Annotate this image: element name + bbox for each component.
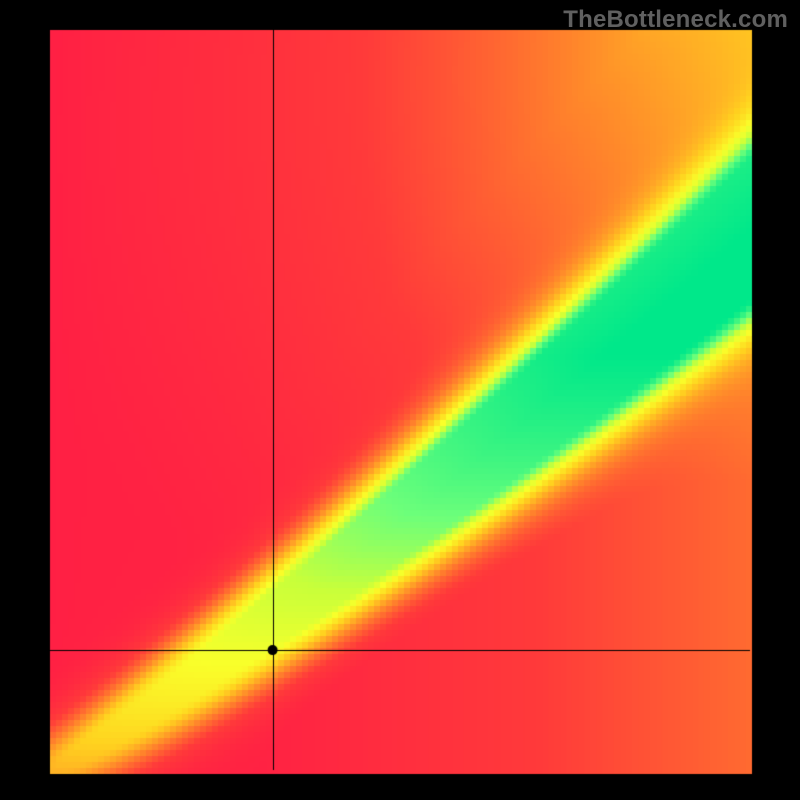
figure-root: TheBottleneck.com <box>0 0 800 800</box>
bottleneck-heatmap-canvas <box>0 0 800 800</box>
watermark-label: TheBottleneck.com <box>563 6 788 34</box>
